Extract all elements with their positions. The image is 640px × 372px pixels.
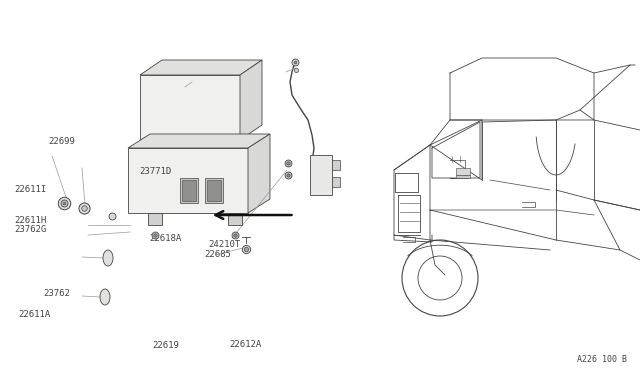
Ellipse shape bbox=[103, 250, 113, 266]
Text: 22685: 22685 bbox=[205, 250, 232, 259]
Polygon shape bbox=[456, 175, 470, 178]
Polygon shape bbox=[248, 134, 270, 213]
Polygon shape bbox=[240, 60, 262, 140]
Text: 22611A: 22611A bbox=[18, 310, 50, 319]
Text: 23771D: 23771D bbox=[140, 167, 172, 176]
Polygon shape bbox=[140, 60, 262, 75]
Text: 22612A: 22612A bbox=[229, 340, 261, 349]
Text: 22611H: 22611H bbox=[14, 216, 46, 225]
Polygon shape bbox=[128, 148, 248, 213]
Text: 23762G: 23762G bbox=[14, 225, 46, 234]
Polygon shape bbox=[207, 180, 221, 201]
Polygon shape bbox=[310, 155, 332, 195]
Text: 23762: 23762 bbox=[44, 289, 70, 298]
Text: 22619: 22619 bbox=[152, 341, 179, 350]
Polygon shape bbox=[456, 168, 470, 175]
Polygon shape bbox=[140, 75, 240, 140]
Polygon shape bbox=[332, 160, 340, 170]
Polygon shape bbox=[228, 213, 242, 225]
Polygon shape bbox=[332, 177, 340, 187]
Text: 24210T: 24210T bbox=[209, 240, 241, 249]
Polygon shape bbox=[148, 213, 162, 225]
Text: 22699: 22699 bbox=[48, 137, 75, 146]
Polygon shape bbox=[128, 134, 270, 148]
Ellipse shape bbox=[100, 289, 110, 305]
Text: A226 100 B: A226 100 B bbox=[577, 356, 627, 365]
Polygon shape bbox=[182, 180, 196, 201]
Polygon shape bbox=[180, 178, 198, 203]
Text: 22611I: 22611I bbox=[14, 185, 46, 194]
Polygon shape bbox=[205, 178, 223, 203]
Text: 22618A: 22618A bbox=[149, 234, 181, 243]
